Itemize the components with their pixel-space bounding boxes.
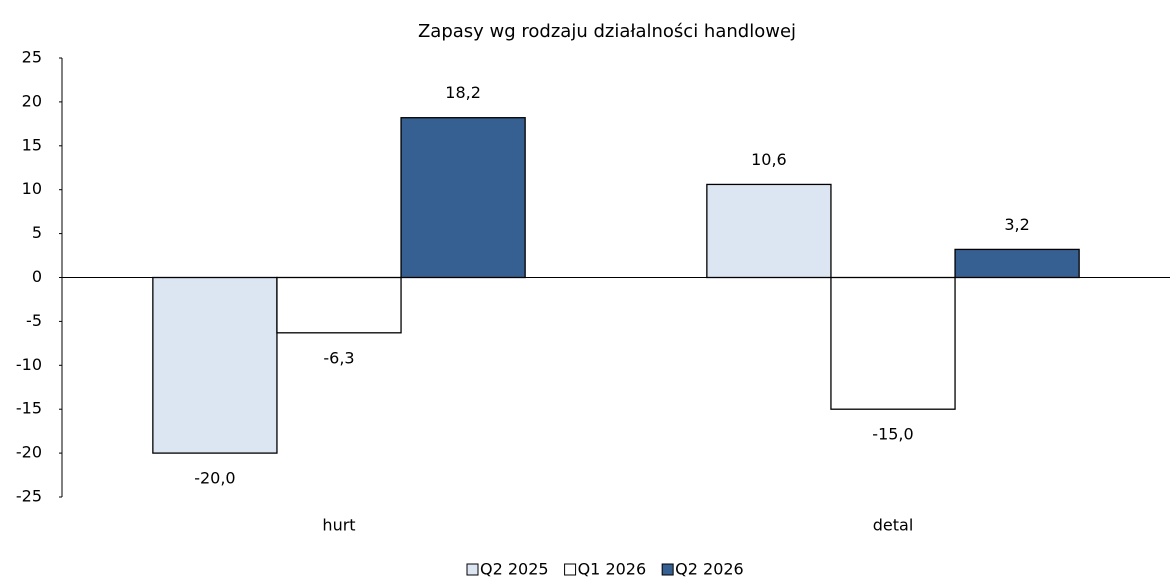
bar xyxy=(400,117,526,279)
x-tick-label: hurt xyxy=(322,516,355,535)
y-tick-label: -5 xyxy=(26,311,42,330)
legend-swatch xyxy=(661,563,674,576)
y-tick-label: 0 xyxy=(32,267,42,286)
legend-label: Q1 2026 xyxy=(578,560,647,579)
bar xyxy=(706,183,832,279)
bar xyxy=(276,276,402,334)
value-label: 10,6 xyxy=(751,150,787,169)
y-tick-label: -15 xyxy=(16,399,42,418)
y-tick-label: 20 xyxy=(22,91,42,110)
y-tick-label: -20 xyxy=(16,443,42,462)
value-label: -20,0 xyxy=(194,469,235,488)
y-tick-label: 25 xyxy=(22,48,42,67)
bar xyxy=(830,276,956,410)
y-tick-label: -25 xyxy=(16,487,42,506)
legend-label: Q2 2025 xyxy=(480,560,549,579)
legend-swatch xyxy=(466,563,479,576)
x-tick-label: detal xyxy=(873,516,914,535)
value-label: -15,0 xyxy=(872,425,913,444)
value-label: 3,2 xyxy=(1004,215,1029,234)
y-tick-label: 15 xyxy=(22,135,42,154)
chart-title: Zapasy wg rodzaju działalności handlowej xyxy=(418,21,796,42)
y-tick-label: -10 xyxy=(16,355,42,374)
y-tick-label: 5 xyxy=(32,223,42,242)
legend-swatch xyxy=(564,563,577,576)
legend-label: Q2 2026 xyxy=(675,560,744,579)
bar xyxy=(152,276,278,454)
y-tick-label: 10 xyxy=(22,179,42,198)
bar xyxy=(954,248,1080,279)
value-label: -6,3 xyxy=(323,348,354,367)
value-label: 18,2 xyxy=(445,83,481,102)
